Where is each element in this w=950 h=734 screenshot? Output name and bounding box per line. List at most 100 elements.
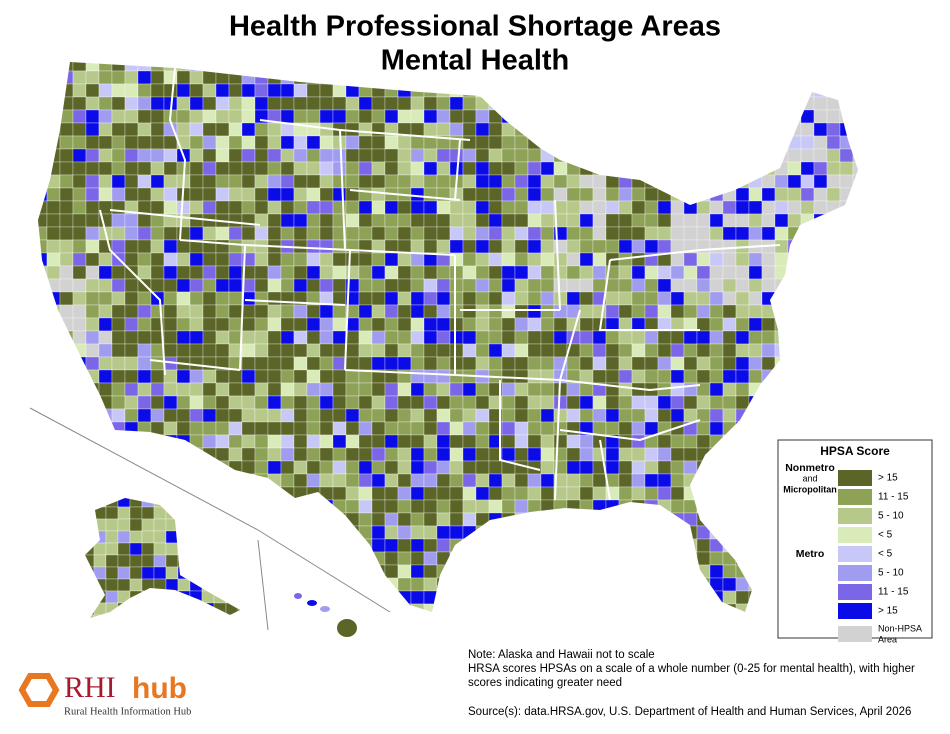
county — [371, 148, 386, 163]
county — [540, 135, 555, 150]
county — [319, 109, 334, 124]
county — [306, 486, 321, 501]
county — [683, 83, 698, 98]
county — [228, 62, 243, 72]
county — [579, 122, 594, 137]
county — [358, 62, 373, 72]
county — [605, 408, 620, 423]
county — [46, 278, 61, 293]
county — [735, 70, 750, 85]
county — [644, 161, 659, 176]
county — [124, 369, 139, 384]
county — [605, 525, 620, 540]
borough — [105, 578, 119, 592]
county — [709, 564, 724, 579]
county — [228, 96, 243, 111]
county — [228, 382, 243, 397]
county — [332, 343, 347, 358]
county — [163, 421, 178, 436]
county — [723, 617, 736, 630]
borough — [129, 590, 143, 604]
county — [579, 161, 594, 176]
county — [332, 590, 347, 605]
county — [423, 447, 438, 462]
county — [137, 174, 152, 189]
county — [371, 564, 386, 579]
county — [111, 434, 126, 449]
county — [514, 161, 529, 176]
county — [475, 96, 490, 111]
county — [657, 62, 672, 72]
county — [514, 278, 529, 293]
county — [592, 538, 607, 553]
county — [254, 551, 269, 566]
county — [579, 62, 594, 72]
county — [98, 187, 113, 202]
county — [293, 278, 308, 293]
county — [475, 317, 490, 332]
county — [631, 83, 646, 98]
county — [657, 265, 672, 280]
county — [332, 447, 347, 462]
county — [787, 109, 802, 124]
county — [371, 330, 386, 345]
county — [501, 551, 516, 566]
county — [163, 265, 178, 280]
county — [670, 174, 685, 189]
county — [280, 551, 295, 566]
county — [761, 317, 776, 332]
county — [839, 161, 854, 176]
county — [254, 96, 269, 111]
county — [293, 343, 308, 358]
county — [124, 109, 139, 124]
county — [618, 148, 633, 163]
county — [501, 330, 516, 345]
county — [241, 551, 256, 566]
county — [462, 538, 477, 553]
borough — [153, 602, 167, 616]
county — [657, 226, 672, 241]
county — [722, 148, 737, 163]
county — [215, 551, 230, 566]
county — [85, 291, 100, 306]
county — [644, 551, 659, 566]
county — [293, 499, 308, 514]
county — [618, 577, 633, 592]
county — [657, 213, 672, 228]
borough — [153, 542, 167, 556]
county — [358, 213, 373, 228]
county — [306, 239, 321, 254]
county — [813, 161, 828, 176]
alaska — [85, 498, 240, 618]
county — [410, 486, 425, 501]
county — [423, 200, 438, 215]
county — [202, 525, 217, 540]
borough — [225, 530, 239, 544]
county — [345, 330, 360, 345]
legend-swatch — [838, 489, 872, 505]
county — [189, 551, 204, 566]
county — [397, 421, 412, 436]
county — [358, 538, 373, 553]
county — [566, 278, 581, 293]
county — [748, 135, 763, 150]
county — [85, 486, 100, 501]
county — [462, 265, 477, 280]
county — [605, 174, 620, 189]
county — [293, 421, 308, 436]
county — [72, 577, 87, 592]
county — [98, 291, 113, 306]
county — [709, 135, 724, 150]
county — [488, 577, 503, 592]
county — [124, 408, 139, 423]
county — [202, 434, 217, 449]
county — [72, 538, 87, 553]
borough — [117, 518, 131, 532]
county — [436, 356, 451, 371]
borough — [225, 498, 239, 508]
county — [176, 486, 191, 501]
county — [683, 200, 698, 215]
county — [358, 421, 373, 436]
county — [644, 564, 659, 579]
county — [605, 239, 620, 254]
